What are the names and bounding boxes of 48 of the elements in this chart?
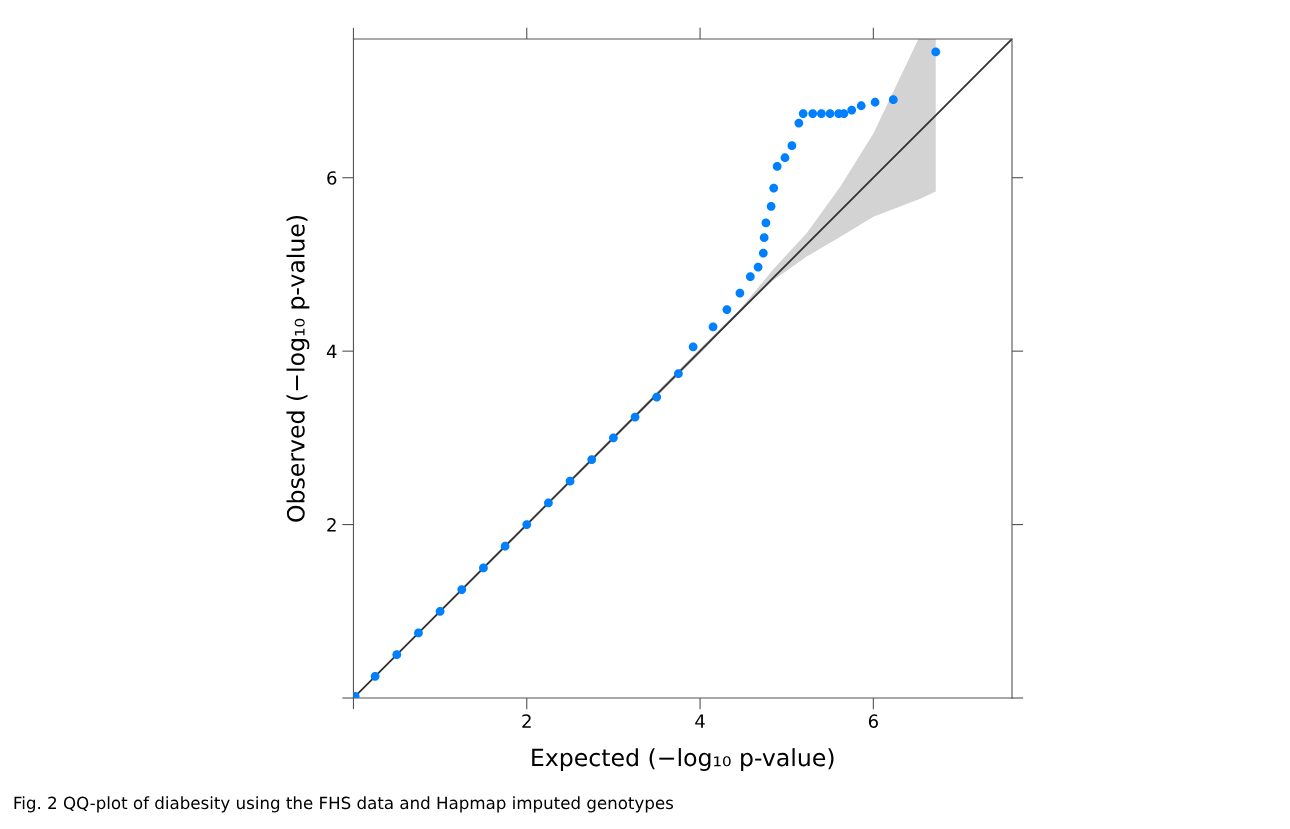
point: [856, 101, 866, 111]
x-axis-title: Expected (−log₁₀ p-value): [532, 748, 834, 771]
point: [931, 47, 941, 57]
point: [688, 342, 698, 352]
point: [609, 433, 618, 443]
point: [761, 218, 771, 228]
point: [522, 520, 532, 529]
point: [759, 233, 769, 242]
point: [888, 95, 898, 105]
point: [816, 109, 826, 118]
point: [708, 322, 718, 332]
point: [772, 162, 782, 171]
y-tick-label: 2: [327, 518, 336, 532]
point: [753, 262, 763, 272]
point: [565, 476, 575, 486]
point: [479, 563, 488, 573]
point: [794, 118, 804, 128]
point: [392, 650, 402, 660]
x-tick-label: 4: [695, 714, 705, 728]
y-axis-title: Observed (−log₁₀ p-value): [286, 215, 310, 522]
point: [758, 248, 768, 258]
point: [370, 671, 380, 681]
point: [500, 541, 510, 551]
point: [414, 628, 423, 638]
point: [457, 585, 467, 595]
point: [798, 109, 808, 118]
caption: Fig. 2 QQ-plot of diabesity using the FHS data and Hapmap imputed genotypes: [14, 796, 674, 813]
point: [870, 97, 880, 107]
point: [674, 369, 683, 379]
point: [587, 455, 597, 464]
point: [769, 183, 779, 193]
y-tick-label: 4: [326, 344, 337, 359]
point: [780, 153, 790, 163]
x-tick-label: 6: [868, 714, 878, 728]
x-tick-label: 2: [522, 714, 531, 728]
point: [825, 109, 835, 118]
point: [435, 606, 445, 616]
point: [766, 201, 776, 211]
point: [847, 105, 857, 115]
point: [735, 288, 745, 298]
point: [630, 412, 640, 422]
point: [544, 498, 553, 508]
point: [722, 305, 732, 314]
point: [787, 141, 797, 151]
point: [745, 272, 755, 281]
point: [808, 109, 818, 118]
point: [652, 392, 662, 402]
y-tick-label: 6: [327, 171, 337, 185]
